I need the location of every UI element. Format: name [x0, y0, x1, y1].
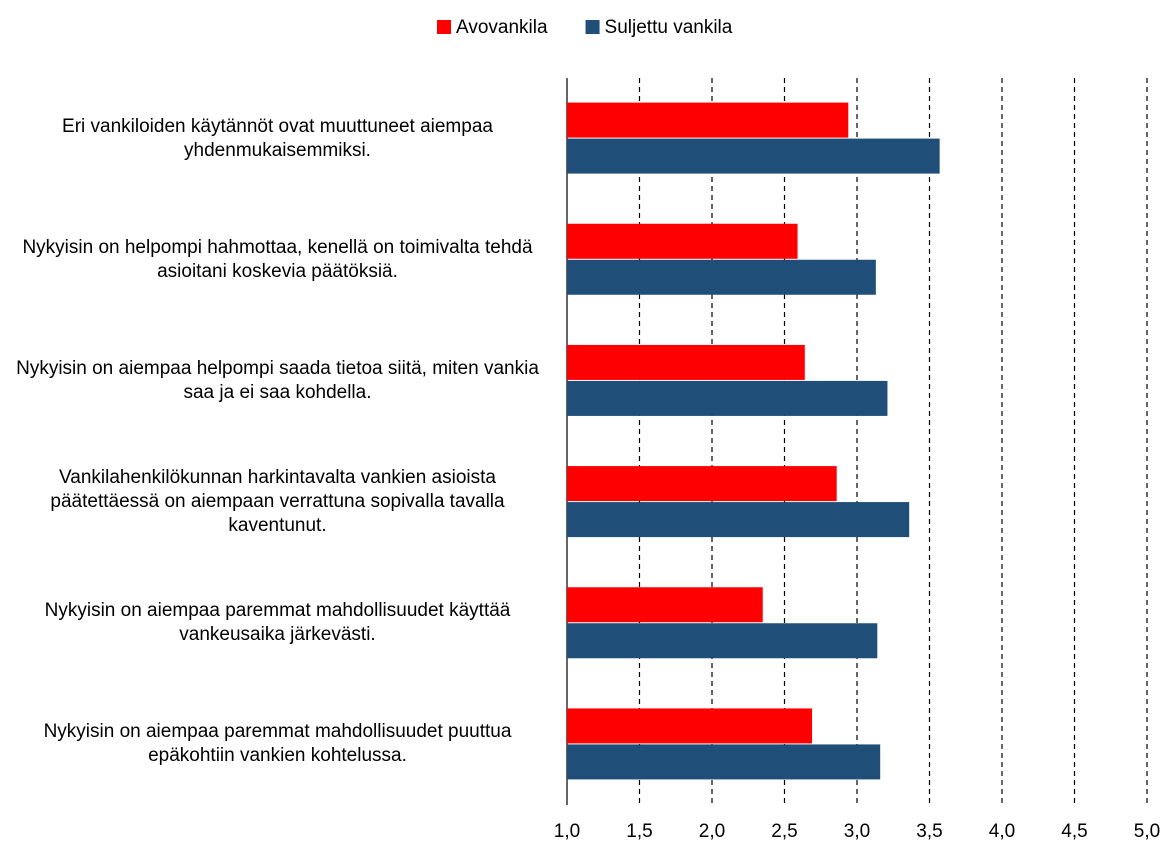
bar [567, 744, 881, 780]
category-label: Nykyisin on helpompi hahmottaa, kenellä … [22, 236, 533, 282]
category-label: Vankilahenkilökunnan harkintavalta vanki… [50, 467, 505, 537]
category-label: Eri vankiloiden käytännöt ovat muuttunee… [62, 115, 493, 161]
bar [567, 708, 813, 744]
category-label: Nykyisin on aiempaa paremmat mahdollisuu… [43, 721, 512, 767]
legend-label: Avovankila [456, 17, 548, 38]
bar [567, 259, 876, 295]
bar [567, 102, 849, 138]
bar [567, 623, 878, 659]
bar [567, 223, 798, 259]
legend-label: Suljettu vankila [605, 17, 733, 38]
x-tick-label: 3,0 [844, 821, 870, 842]
legend-swatch [585, 20, 600, 34]
x-tick-label: 2,0 [699, 821, 725, 842]
bar [567, 380, 888, 416]
x-tick-label: 1,0 [554, 821, 580, 842]
legend-swatch [437, 20, 451, 34]
bar [567, 466, 837, 502]
category-label: Nykyisin on aiempaa helpompi saada tieto… [16, 357, 539, 403]
x-tick-label: 4,5 [1061, 821, 1087, 842]
x-tick-label: 5,0 [1134, 821, 1160, 842]
bar [567, 502, 910, 538]
category-label: Nykyisin on aiempaa paremmat mahdollisuu… [44, 600, 511, 646]
x-tick-label: 2,5 [771, 821, 797, 842]
bar [567, 587, 763, 623]
bar [567, 344, 805, 380]
bar [567, 138, 940, 174]
x-tick-label: 4,0 [989, 821, 1015, 842]
x-tick-label: 3,5 [916, 821, 942, 842]
x-tick-label: 1,5 [626, 821, 652, 842]
